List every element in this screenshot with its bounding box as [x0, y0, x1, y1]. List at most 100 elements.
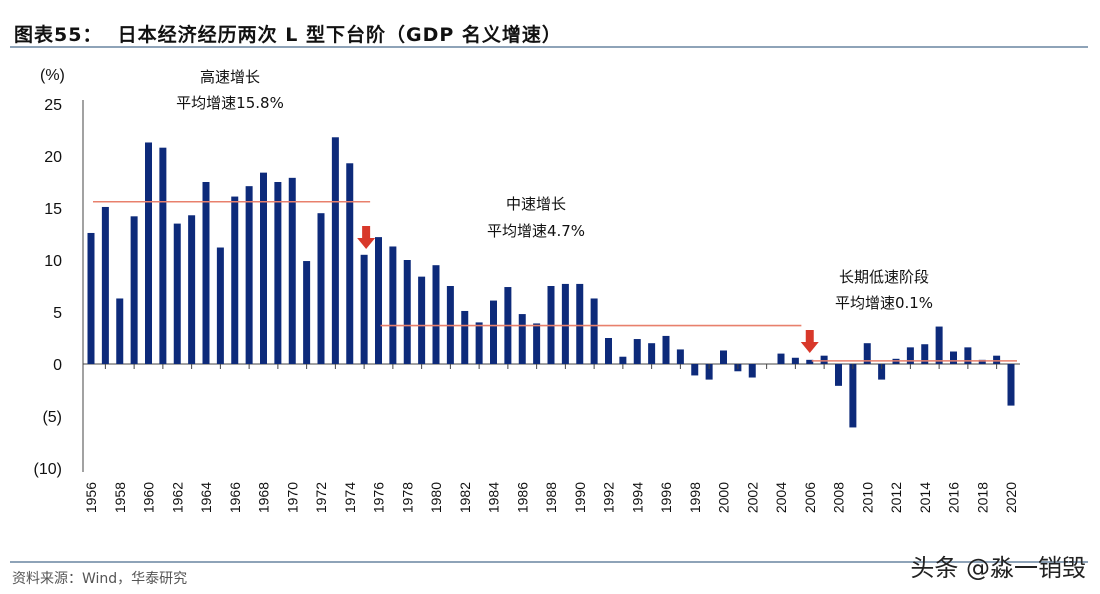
bar-2005 — [791, 357, 799, 364]
x-tick-label: 1998 — [687, 482, 703, 513]
bar-2007 — [820, 355, 828, 364]
x-tick-label: 1994 — [629, 482, 645, 513]
bar-2011 — [878, 364, 886, 380]
bar-2015 — [935, 326, 943, 364]
x-tick-label: 1982 — [457, 482, 473, 513]
bar-2017 — [964, 347, 972, 364]
bar-1989 — [561, 283, 569, 364]
bar-2019 — [993, 355, 1001, 364]
bar-1990 — [576, 283, 584, 364]
bar-1971 — [303, 261, 311, 364]
annotation-low-growth-title: 长期低速阶段 — [839, 268, 929, 286]
bar-1984 — [490, 300, 497, 364]
bar-2002 — [748, 364, 756, 378]
x-tick-label: 1962 — [169, 482, 185, 513]
y-tick-label: (10) — [34, 461, 62, 478]
bar-1966 — [231, 196, 239, 364]
x-tick-label: 1980 — [428, 482, 444, 513]
bar-1958 — [116, 298, 124, 364]
bar-2018 — [978, 359, 986, 364]
bar-1975 — [360, 254, 368, 364]
bar-1996 — [662, 335, 670, 364]
x-tick-label: 1988 — [543, 482, 559, 513]
bar-1997 — [676, 349, 684, 364]
x-tick-label: 2002 — [744, 482, 760, 513]
bar-1982 — [461, 310, 469, 364]
x-tick-label: 2000 — [716, 482, 732, 513]
bar-1962 — [173, 223, 181, 364]
y-tick-label: 5 — [53, 305, 62, 322]
bar-2008 — [835, 364, 842, 386]
y-tick-label: 25 — [44, 97, 62, 114]
annotation-low-growth-avg: 平均增速0.1% — [835, 294, 933, 312]
bar-1956 — [87, 232, 95, 364]
bar-1980 — [432, 265, 440, 364]
bar-1993 — [619, 356, 627, 364]
bar-1965 — [216, 247, 224, 364]
annotation-mid-growth-avg: 平均增速4.7% — [487, 222, 585, 240]
bar-1998 — [691, 364, 699, 376]
y-axis-unit: (%) — [40, 67, 65, 84]
bar-1992 — [605, 338, 612, 364]
footer-divider — [10, 561, 1088, 563]
title-divider — [10, 46, 1088, 48]
x-tick-label: 1992 — [601, 482, 617, 513]
bar-1991 — [590, 298, 598, 364]
x-tick-label: 1966 — [227, 482, 243, 513]
x-tick-label: 1960 — [141, 482, 157, 513]
bar-1986 — [518, 314, 526, 364]
bar-1960 — [145, 142, 152, 364]
bar-1963 — [188, 215, 196, 364]
x-tick-label: 2012 — [888, 482, 904, 513]
bar-1968 — [260, 172, 267, 364]
source-note: 资料来源：Wind，华泰研究 — [12, 571, 188, 587]
bar-2020 — [1007, 364, 1015, 406]
bar-1983 — [475, 322, 483, 364]
x-tick-label: 2016 — [946, 482, 962, 513]
x-tick-label: 2006 — [802, 482, 818, 513]
bar-2013 — [906, 347, 914, 364]
bar-1970 — [288, 177, 296, 364]
y-tick-label: (5) — [42, 409, 62, 426]
down-arrow-icon — [357, 226, 376, 249]
bar-1969 — [274, 182, 282, 364]
x-tick-label: 1974 — [342, 482, 358, 513]
bar-1979 — [418, 276, 426, 364]
x-tick-label: 1978 — [399, 482, 415, 513]
x-tick-label: 1976 — [371, 482, 387, 513]
y-tick-label: 15 — [44, 201, 62, 218]
watermark: 头条 @淼一销毁 — [910, 554, 1086, 582]
bar-1967 — [245, 186, 253, 364]
x-tick-label: 1958 — [112, 482, 128, 513]
annotation-high-growth-avg: 平均增速15.8% — [176, 94, 284, 112]
bar-1957 — [101, 206, 109, 364]
x-tick-label: 1986 — [514, 482, 530, 513]
x-tick-label: 1964 — [198, 482, 214, 513]
bar-1972 — [317, 213, 325, 364]
down-arrow-icon — [800, 330, 819, 353]
y-tick-label: 0 — [53, 357, 62, 374]
chart-title: 图表55： 日本经济经历两次 L 型下台阶（GDP 名义增速） — [14, 24, 562, 46]
bar-2009 — [849, 364, 857, 428]
bar-2004 — [777, 353, 785, 364]
bar-1973 — [331, 137, 339, 364]
bar-2006 — [806, 359, 814, 364]
bar-1961 — [159, 147, 167, 364]
x-tick-label: 2008 — [831, 482, 847, 513]
bar-1999 — [705, 364, 713, 380]
x-tick-label: 1968 — [256, 482, 272, 513]
bar-2000 — [720, 350, 727, 364]
x-tick-label: 2014 — [917, 482, 933, 513]
x-tick-label: 1990 — [572, 482, 588, 513]
annotation-high-growth-title: 高速增长 — [200, 68, 260, 86]
x-tick-label: 2004 — [773, 482, 789, 513]
x-tick-label: 1996 — [658, 482, 674, 513]
bar-2010 — [863, 343, 871, 364]
x-tick-label: 2010 — [859, 482, 875, 513]
bar-1977 — [389, 246, 397, 364]
bar-1995 — [648, 343, 656, 364]
x-tick-label: 1972 — [313, 482, 329, 513]
bar-1974 — [346, 163, 354, 364]
x-tick-label: 1970 — [284, 482, 300, 513]
